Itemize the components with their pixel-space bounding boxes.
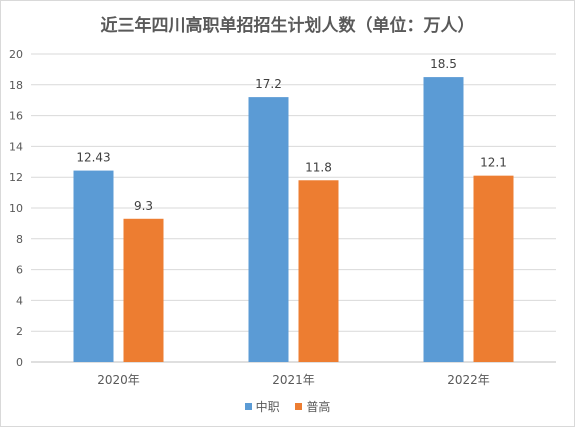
legend-swatch-series-0	[244, 403, 252, 410]
y-tick-label: 4	[16, 294, 23, 307]
bar-series-1	[123, 218, 164, 362]
y-tick-label: 0	[16, 356, 23, 369]
x-category-label: 2020年	[97, 373, 140, 387]
data-label: 11.8	[305, 160, 332, 174]
y-tick-label: 12	[9, 171, 23, 184]
y-tick-label: 20	[9, 48, 23, 61]
legend-item-series-0: 中职	[244, 398, 280, 415]
legend-item-series-1: 普高	[295, 398, 330, 415]
bar-series-1	[298, 180, 339, 362]
legend-label-series-1: 普高	[306, 400, 331, 414]
legend-label-series-0: 中职	[255, 400, 280, 414]
data-label: 18.5	[430, 57, 457, 71]
bar-series-0	[423, 77, 464, 362]
y-tick-label: 16	[9, 110, 23, 123]
bar-series-0	[73, 170, 114, 362]
bar-series-1	[473, 175, 514, 362]
data-label: 17.2	[255, 77, 282, 91]
x-category-label: 2021年	[272, 373, 315, 387]
y-tick-label: 14	[9, 140, 23, 153]
y-tick-label: 10	[9, 202, 23, 215]
legend-swatch-series-1	[295, 403, 303, 410]
chart-title: 近三年四川高职单招招生计划人数（单位：万人）	[100, 16, 475, 36]
data-label: 12.1	[480, 156, 507, 170]
y-tick-label: 8	[16, 233, 23, 246]
data-label: 12.43	[76, 151, 110, 165]
y-tick-label: 6	[16, 264, 23, 277]
y-tick-label: 2	[16, 325, 23, 338]
x-category-label: 2022年	[447, 373, 490, 387]
data-label: 9.3	[134, 199, 153, 213]
bar-series-0	[248, 97, 289, 363]
y-tick-label: 18	[9, 79, 23, 92]
legend: 中职 普高	[1, 398, 574, 415]
